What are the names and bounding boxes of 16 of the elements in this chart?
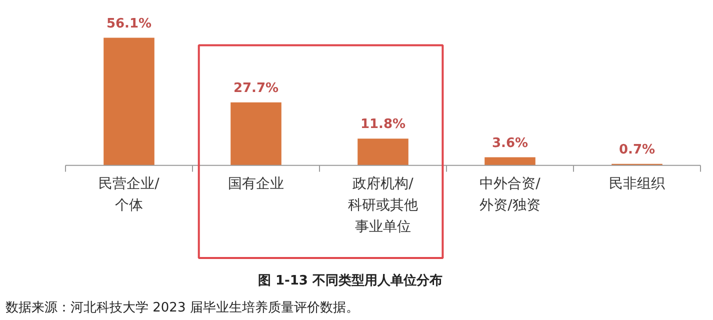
x-tick-label: 政府机构/科研或其他事业单位 bbox=[348, 176, 418, 236]
data-label: 0.7% bbox=[618, 142, 656, 158]
data-label: 56.1% bbox=[106, 16, 152, 32]
x-tick-label: 中外合资/外资/独资 bbox=[480, 176, 541, 214]
x-tick-label: 国有企业 bbox=[228, 176, 284, 192]
bar bbox=[484, 157, 536, 166]
bar bbox=[230, 102, 282, 166]
bar bbox=[358, 138, 408, 166]
data-label: 11.8% bbox=[360, 117, 406, 132]
x-tick-label: 民营企业/个体 bbox=[98, 176, 160, 214]
source-note: 数据来源：河北科技大学 2023 届毕业生培养质量评价数据。 bbox=[6, 300, 359, 316]
bar bbox=[104, 38, 154, 166]
text: 图 1-13 不同类型用人单位分布 bbox=[258, 272, 443, 288]
data-label: 27.7% bbox=[233, 80, 279, 96]
x-tick-label: 民非组织 bbox=[609, 176, 665, 192]
data-label: 3.6% bbox=[492, 136, 528, 151]
